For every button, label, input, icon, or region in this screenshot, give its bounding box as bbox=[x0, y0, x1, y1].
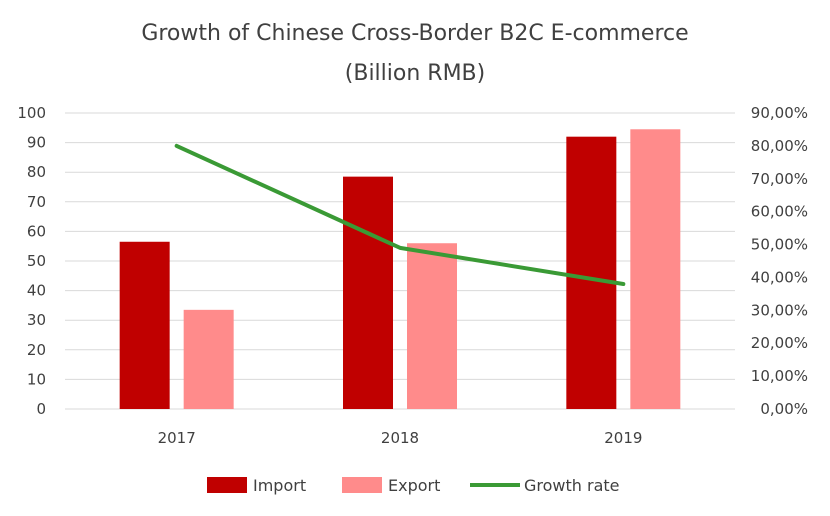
bar-import-2019 bbox=[566, 136, 617, 409]
x-tick-label: 2018 bbox=[381, 429, 419, 447]
bar-import-2018 bbox=[343, 176, 393, 409]
y-left-tick-label: 50 bbox=[27, 252, 46, 270]
legend-label: Import bbox=[253, 476, 306, 495]
y-left-tick-label: 20 bbox=[27, 341, 46, 359]
y-left-tick-label: 30 bbox=[27, 311, 46, 329]
chart-subtitle: (Billion RMB) bbox=[345, 61, 485, 86]
bars bbox=[119, 129, 681, 409]
y-right-tick-label: 60,00% bbox=[751, 203, 808, 221]
y-right-tick-label: 80,00% bbox=[751, 137, 808, 155]
y-right-tick-label: 30,00% bbox=[751, 301, 808, 319]
legend-label: Export bbox=[388, 476, 440, 495]
y-left-tick-label: 70 bbox=[27, 193, 46, 211]
gridlines bbox=[65, 112, 735, 410]
legend-swatch-export bbox=[342, 477, 382, 493]
x-tick-label: 2017 bbox=[158, 429, 196, 447]
legend-swatch-import bbox=[207, 477, 247, 493]
y-right-tick-label: 40,00% bbox=[751, 268, 808, 286]
bar-import-2017 bbox=[119, 241, 170, 409]
y-axis-left: 0 10 20 30 40 50 60 70 80 90 100 bbox=[17, 104, 46, 418]
x-tick-label: 2019 bbox=[604, 429, 642, 447]
y-right-tick-label: 90,00% bbox=[751, 104, 808, 122]
y-left-tick-label: 10 bbox=[27, 370, 46, 388]
legend: Import Export Growth rate bbox=[207, 476, 620, 495]
y-right-tick-label: 0,00% bbox=[760, 400, 808, 418]
line-growth-rate bbox=[174, 143, 626, 287]
growth-line bbox=[174, 143, 626, 287]
bar-export-2017 bbox=[183, 309, 234, 409]
y-left-tick-label: 90 bbox=[27, 134, 46, 152]
y-left-tick-label: 100 bbox=[17, 104, 46, 122]
y-left-tick-label: 40 bbox=[27, 282, 46, 300]
y-right-tick-label: 70,00% bbox=[751, 170, 808, 188]
y-right-tick-label: 50,00% bbox=[751, 236, 808, 254]
legend-label: Growth rate bbox=[524, 476, 620, 495]
x-axis: 2017 2018 2019 bbox=[158, 429, 643, 447]
y-left-tick-label: 0 bbox=[36, 400, 46, 418]
chart-title: Growth of Chinese Cross-Border B2C E-com… bbox=[141, 21, 688, 46]
y-axis-right: 0,00% 10,00% 20,00% 30,00% 40,00% 50,00% 60,00… bbox=[751, 104, 808, 418]
y-left-tick-label: 80 bbox=[27, 163, 46, 181]
bar-export-2019 bbox=[630, 129, 681, 409]
bar-export-2018 bbox=[407, 243, 457, 409]
y-left-tick-label: 60 bbox=[27, 222, 46, 240]
y-right-tick-label: 20,00% bbox=[751, 334, 808, 352]
y-right-tick-label: 10,00% bbox=[751, 367, 808, 385]
